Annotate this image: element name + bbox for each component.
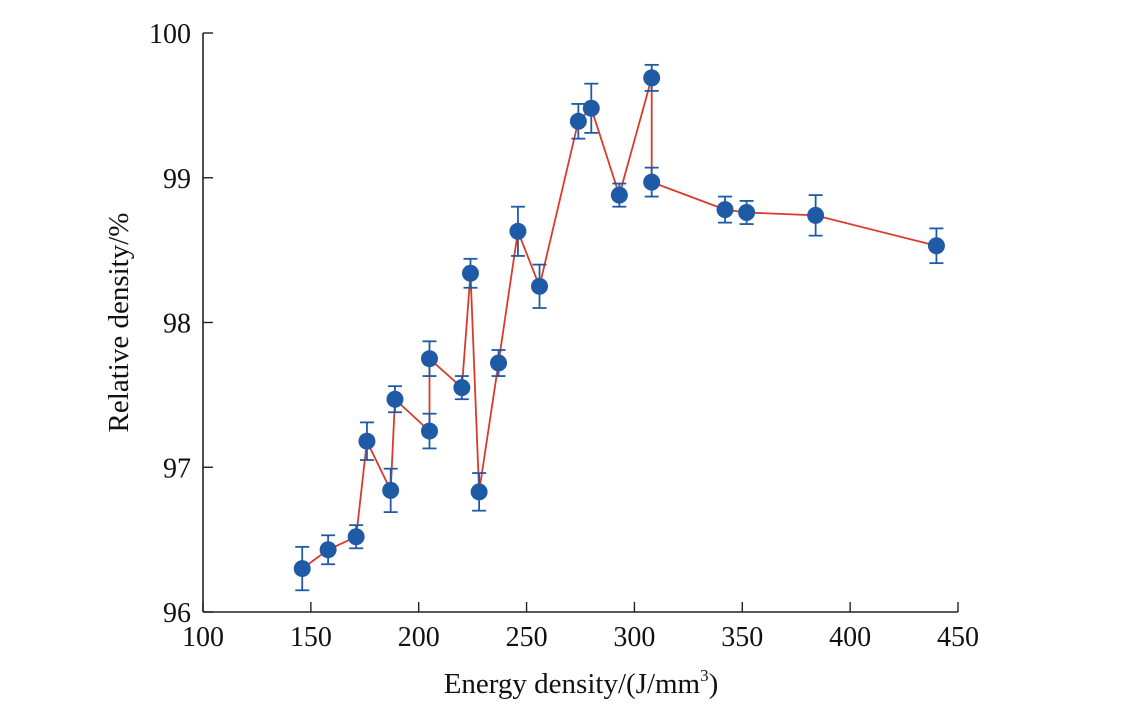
- data-marker: [643, 69, 661, 87]
- data-marker: [421, 422, 438, 440]
- y-tick-label: 100: [149, 19, 191, 50]
- x-tick-label: 450: [937, 622, 979, 653]
- data-marker: [807, 206, 825, 224]
- data-marker: [421, 350, 438, 368]
- data-point: [453, 375, 471, 401]
- y-tick-label: 97: [163, 453, 191, 484]
- data-marker: [927, 237, 945, 255]
- data-marker: [382, 481, 400, 499]
- data-point: [927, 227, 945, 265]
- data-point: [461, 257, 479, 289]
- x-ticks: 100 150 200 250 300 350 400 450: [182, 602, 979, 653]
- data-point: [421, 340, 438, 377]
- x-tick-label: 350: [721, 622, 763, 653]
- data-marker: [490, 354, 508, 372]
- data-point: [643, 63, 661, 92]
- data-point: [470, 472, 488, 512]
- x-axis-title-main: Energy density/(J/mm: [444, 668, 701, 700]
- data-marker: [738, 203, 756, 221]
- data-point: [382, 467, 400, 514]
- data-point: [293, 545, 311, 592]
- data-marker: [386, 390, 404, 408]
- data-point: [610, 182, 628, 208]
- data-marker: [531, 277, 549, 295]
- data-marker: [643, 173, 661, 191]
- y-tick-label: 99: [163, 164, 191, 195]
- data-point: [347, 524, 365, 550]
- data-point: [807, 194, 825, 237]
- data-point: [738, 200, 756, 225]
- data-point: [582, 82, 600, 134]
- data-point: [509, 205, 527, 257]
- x-axis-title: Energy density/(J/mm3): [444, 666, 719, 700]
- data-point: [716, 195, 734, 224]
- data-point: [386, 385, 404, 414]
- x-tick-label: 250: [506, 622, 548, 653]
- data-marker: [347, 528, 365, 546]
- data-marker: [716, 201, 734, 219]
- x-tick-label: 400: [829, 622, 871, 653]
- data-point: [358, 421, 376, 461]
- x-axis-title-superscript: 3: [700, 666, 709, 685]
- data-marker: [582, 99, 600, 117]
- data-marker: [461, 264, 479, 282]
- x-axis-title-suffix: ): [709, 668, 719, 700]
- data-marker: [293, 560, 311, 578]
- data-marker: [569, 112, 587, 130]
- data-point: [531, 263, 549, 309]
- data-point: [490, 349, 508, 377]
- y-tick-label: 96: [163, 598, 191, 629]
- data-marker: [610, 186, 628, 204]
- data-marker: [453, 379, 471, 397]
- series-group: [293, 63, 945, 592]
- x-tick-label: 200: [398, 622, 440, 653]
- y-ticks: 96 97 98 99 100: [149, 19, 213, 629]
- data-marker: [509, 222, 527, 240]
- data-point: [569, 103, 587, 140]
- data-point: [421, 412, 438, 450]
- x-tick-label: 150: [290, 622, 332, 653]
- data-marker: [470, 483, 488, 501]
- data-point: [643, 166, 661, 198]
- y-axis-title: Relative density/%: [103, 213, 135, 433]
- x-tick-label: 100: [182, 622, 224, 653]
- data-point: [319, 534, 337, 566]
- y-tick-label: 98: [163, 309, 191, 340]
- data-marker: [358, 432, 376, 450]
- x-tick-label: 300: [613, 622, 655, 653]
- data-marker: [319, 541, 337, 559]
